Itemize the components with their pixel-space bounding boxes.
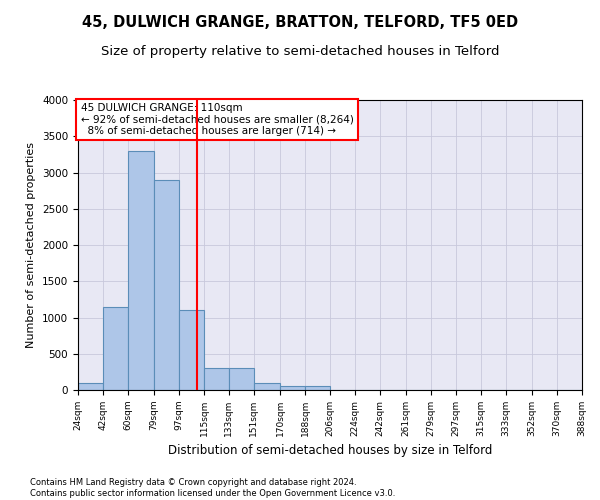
Bar	[78, 383, 103, 390]
Bar	[103, 306, 128, 390]
Bar	[229, 368, 254, 390]
Text: 45, DULWICH GRANGE, BRATTON, TELFORD, TF5 0ED: 45, DULWICH GRANGE, BRATTON, TELFORD, TF…	[82, 15, 518, 30]
Bar	[128, 151, 154, 390]
Bar	[305, 386, 330, 390]
Text: Size of property relative to semi-detached houses in Telford: Size of property relative to semi-detach…	[101, 45, 499, 58]
X-axis label: Distribution of semi-detached houses by size in Telford: Distribution of semi-detached houses by …	[168, 444, 492, 458]
Bar	[179, 310, 204, 390]
Bar	[280, 386, 305, 390]
Bar	[154, 180, 179, 390]
Text: Contains HM Land Registry data © Crown copyright and database right 2024.
Contai: Contains HM Land Registry data © Crown c…	[30, 478, 395, 498]
Bar	[254, 383, 280, 390]
Text: 45 DULWICH GRANGE: 110sqm
← 92% of semi-detached houses are smaller (8,264)
  8%: 45 DULWICH GRANGE: 110sqm ← 92% of semi-…	[80, 103, 353, 136]
Y-axis label: Number of semi-detached properties: Number of semi-detached properties	[26, 142, 37, 348]
Bar	[204, 368, 229, 390]
